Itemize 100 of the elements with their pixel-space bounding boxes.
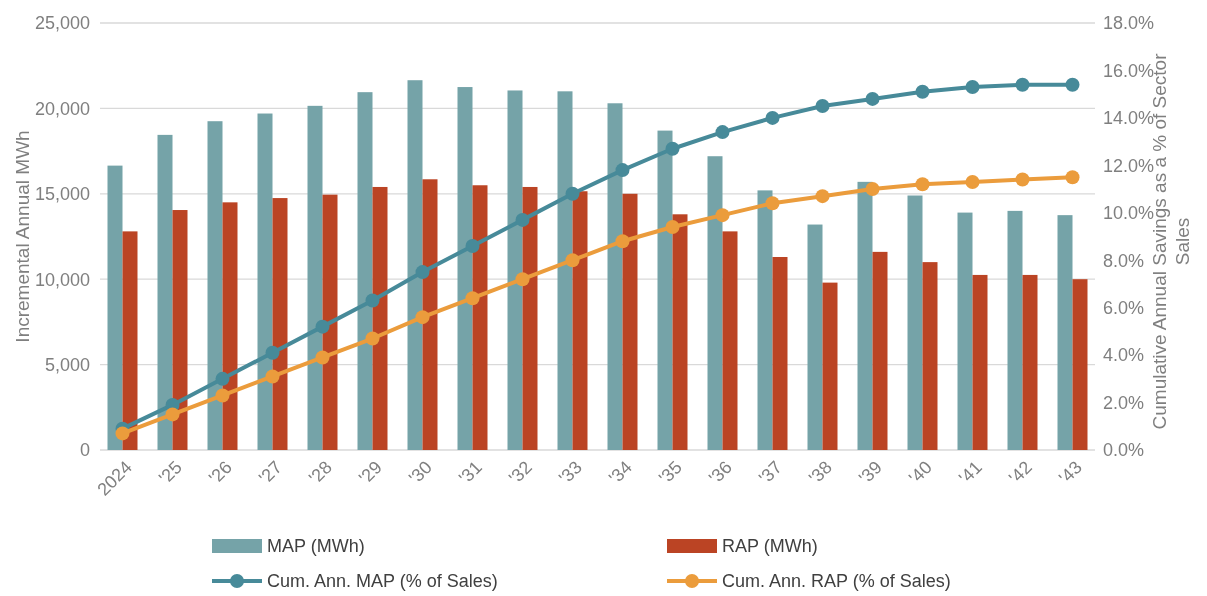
y2-tick-label: 14.0% (1103, 108, 1155, 129)
bar (172, 210, 188, 450)
y-tick-label: 20,000 (34, 98, 90, 119)
point (415, 265, 430, 280)
y2-tick-label: 18.0% (1103, 13, 1155, 34)
bar (1022, 274, 1038, 450)
point (465, 238, 480, 253)
point (115, 426, 130, 441)
bar (607, 103, 623, 450)
legend-label: MAP (MWh) (267, 536, 365, 557)
bar (122, 231, 138, 450)
bar (272, 198, 288, 450)
y2-tick-label: 8.0% (1103, 250, 1145, 271)
point (665, 141, 680, 156)
point (1015, 172, 1030, 187)
point (715, 208, 730, 223)
x-tick-label: '29 (355, 457, 386, 488)
x-tick-label: '33 (555, 457, 586, 488)
point (215, 371, 230, 386)
y2-tick-label: 0.0% (1103, 440, 1145, 461)
point (615, 163, 630, 178)
x-tick-label: '40 (905, 457, 936, 488)
bar (557, 91, 573, 450)
point (765, 196, 780, 211)
x-tick-label: '28 (305, 457, 336, 488)
bar (622, 193, 638, 450)
x-tick-label: '37 (755, 457, 786, 488)
point (865, 182, 880, 197)
y2-tick-label: 12.0% (1103, 155, 1155, 176)
legend-label: Cum. Ann. MAP (% of Sales) (267, 571, 498, 592)
y2-tick-label: 6.0% (1103, 297, 1145, 318)
point (315, 350, 330, 365)
point (365, 331, 380, 346)
point (715, 125, 730, 140)
x-tick-label: '36 (705, 457, 736, 488)
point (815, 99, 830, 114)
point (1015, 77, 1030, 92)
point (915, 84, 930, 99)
point (965, 174, 980, 189)
bar (157, 134, 173, 450)
legend-label: Cum. Ann. RAP (% of Sales) (722, 571, 951, 592)
bar (407, 80, 423, 450)
bar (107, 165, 123, 450)
bar (722, 231, 738, 450)
y2-tick-label: 16.0% (1103, 60, 1155, 81)
point (1065, 77, 1080, 92)
point (865, 91, 880, 106)
x-tick-label: '27 (255, 457, 286, 488)
point (515, 212, 530, 227)
bar (472, 185, 488, 450)
x-tick-label: '35 (655, 457, 686, 488)
bar (822, 282, 838, 450)
x-tick-label: '38 (805, 457, 836, 488)
bar (357, 92, 373, 450)
bar (322, 194, 338, 450)
bar (1072, 279, 1088, 450)
bar (672, 214, 688, 450)
x-tick-label: '32 (505, 457, 536, 488)
point (465, 291, 480, 306)
x-tick-label: '34 (605, 457, 636, 488)
point (315, 319, 330, 334)
bar (572, 191, 588, 450)
point (165, 407, 180, 422)
y-tick-label: 10,000 (34, 269, 90, 290)
bar (257, 113, 273, 450)
x-tick-label: '26 (205, 457, 236, 488)
point (215, 388, 230, 403)
y2-tick-label: 2.0% (1103, 392, 1145, 413)
point (565, 253, 580, 268)
bar (422, 179, 438, 450)
point (965, 80, 980, 95)
x-tick-label: '41 (955, 457, 986, 488)
y-axis-title: Incremental Annual MWh (11, 130, 33, 343)
bar (1007, 210, 1023, 450)
y-tick-label: 5,000 (44, 354, 90, 375)
bar (522, 186, 538, 450)
point (665, 220, 680, 235)
x-tick-label: '31 (455, 457, 486, 488)
bar (1057, 215, 1073, 450)
bar (957, 212, 973, 450)
legend-label: RAP (MWh) (722, 536, 818, 557)
point (615, 234, 630, 249)
bar (657, 130, 673, 450)
bar (857, 181, 873, 450)
bar (972, 274, 988, 450)
bar (222, 202, 238, 450)
bar (772, 257, 788, 450)
point (365, 293, 380, 308)
point (565, 186, 580, 201)
point (415, 310, 430, 325)
point (265, 369, 280, 384)
bar (872, 251, 888, 450)
y-tick-label: 25,000 (34, 13, 90, 34)
bar (757, 190, 773, 450)
bar (907, 195, 923, 450)
bar (922, 262, 938, 450)
bar (507, 90, 523, 450)
y2-tick-label: 4.0% (1103, 345, 1145, 366)
x-tick-label: '25 (155, 457, 186, 488)
point (915, 177, 930, 192)
